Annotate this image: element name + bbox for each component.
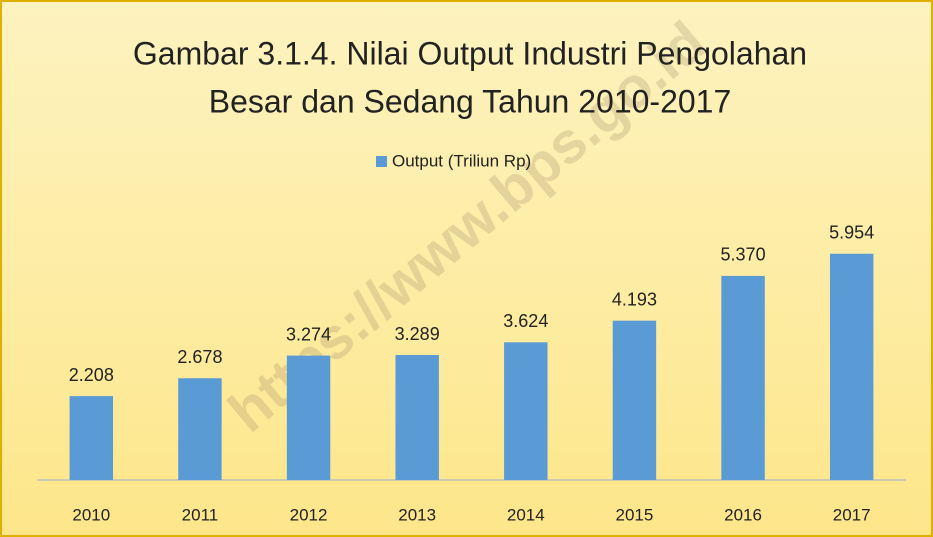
x-tick-label: 2011 <box>182 505 219 524</box>
legend-label: Output (Triliun Rp) <box>392 151 531 170</box>
x-tick-label: 2010 <box>72 505 110 524</box>
data-label: 4.193 <box>612 289 657 309</box>
x-tick-label: 2015 <box>616 505 654 524</box>
x-tick-label: 2014 <box>507 505 545 524</box>
x-tick-label: 2012 <box>290 505 328 524</box>
bar <box>286 355 331 480</box>
bar <box>504 342 548 480</box>
x-tick-label: 2013 <box>398 505 436 524</box>
data-label: 5.954 <box>829 222 874 242</box>
chart-title: Besar dan Sedang Tahun 2010-2017 <box>209 83 732 119</box>
data-label: 3.289 <box>395 324 440 344</box>
bar <box>178 378 222 480</box>
x-tick-label: 2016 <box>724 505 762 524</box>
chart-title: Gambar 3.1.4. Nilai Output Industri Peng… <box>133 35 807 71</box>
data-label: 3.624 <box>503 311 548 331</box>
data-label: 5.370 <box>721 245 766 265</box>
x-tick-label: 2017 <box>833 505 871 524</box>
bar <box>395 355 439 480</box>
data-label: 2.678 <box>177 347 222 367</box>
bar <box>612 320 657 480</box>
bar <box>721 275 765 480</box>
bar <box>69 396 114 480</box>
data-label: 2.208 <box>69 365 114 385</box>
legend-swatch <box>376 156 387 167</box>
data-label: 3.274 <box>286 324 331 344</box>
bar <box>829 253 874 480</box>
